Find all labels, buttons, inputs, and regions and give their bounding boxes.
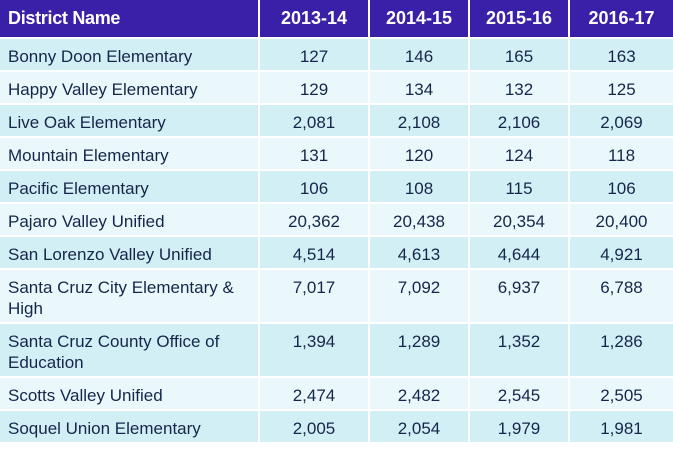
district-name-cell: Pajaro Valley Unified [0,202,260,236]
district-name-cell: Bonny Doon Elementary [0,37,260,71]
value-cell: 2,545 [469,376,570,410]
value-cell: 1,289 [369,322,470,377]
value-cell: 2,106 [469,103,570,137]
district-name-cell: Live Oak Elementary [0,103,260,137]
district-name-cell: Santa Cruz County Office of Education [0,322,260,377]
value-cell: 2,482 [369,376,470,410]
table-row: Live Oak Elementary 2,081 2,108 2,106 2,… [0,103,673,137]
header-row: District Name 2013-14 2014-15 2015-16 20… [0,0,673,38]
value-cell: 106 [259,169,370,203]
value-cell: 129 [259,70,370,104]
header-district-name: District Name [0,0,260,38]
value-cell: 20,354 [469,202,570,236]
value-cell: 125 [569,70,673,104]
table-row: Pajaro Valley Unified 20,362 20,438 20,3… [0,202,673,236]
table-row: Santa Cruz County Office of Education 1,… [0,322,673,377]
value-cell: 20,438 [369,202,470,236]
district-name-cell: Scotts Valley Unified [0,376,260,410]
value-cell: 2,069 [569,103,673,137]
value-cell: 120 [369,136,470,170]
table-body: Bonny Doon Elementary 127 146 165 163 Ha… [0,37,673,442]
district-name-cell: Pacific Elementary [0,169,260,203]
value-cell: 2,474 [259,376,370,410]
value-cell: 1,286 [569,322,673,377]
district-name-cell: Santa Cruz City Elementary & High [0,268,260,323]
value-cell: 134 [369,70,470,104]
header-2014-15: 2014-15 [369,0,470,38]
value-cell: 163 [569,37,673,71]
value-cell: 127 [259,37,370,71]
table-row: Pacific Elementary 106 108 115 106 [0,169,673,203]
value-cell: 7,092 [369,268,470,323]
value-cell: 7,017 [259,268,370,323]
enrollment-table: District Name 2013-14 2014-15 2015-16 20… [0,0,673,442]
header-2016-17: 2016-17 [569,0,673,38]
value-cell: 106 [569,169,673,203]
value-cell: 1,394 [259,322,370,377]
table-row: Soquel Union Elementary 2,005 2,054 1,97… [0,409,673,442]
value-cell: 118 [569,136,673,170]
table-row: Mountain Elementary 131 120 124 118 [0,136,673,170]
district-name-cell: Soquel Union Elementary [0,409,260,442]
value-cell: 146 [369,37,470,71]
value-cell: 1,979 [469,409,570,442]
value-cell: 131 [259,136,370,170]
table-row: Scotts Valley Unified 2,474 2,482 2,545 … [0,376,673,410]
value-cell: 4,613 [369,235,470,269]
value-cell: 115 [469,169,570,203]
district-name-cell: Happy Valley Elementary [0,70,260,104]
value-cell: 4,644 [469,235,570,269]
value-cell: 6,937 [469,268,570,323]
value-cell: 1,352 [469,322,570,377]
value-cell: 108 [369,169,470,203]
table-row: Bonny Doon Elementary 127 146 165 163 [0,37,673,71]
value-cell: 2,081 [259,103,370,137]
value-cell: 4,514 [259,235,370,269]
header-2013-14: 2013-14 [259,0,370,38]
value-cell: 6,788 [569,268,673,323]
table-row: Happy Valley Elementary 129 134 132 125 [0,70,673,104]
value-cell: 124 [469,136,570,170]
header-2015-16: 2015-16 [469,0,570,38]
value-cell: 20,400 [569,202,673,236]
district-name-cell: San Lorenzo Valley Unified [0,235,260,269]
table-header: District Name 2013-14 2014-15 2015-16 20… [0,0,673,38]
value-cell: 2,505 [569,376,673,410]
table-row: Santa Cruz City Elementary & High 7,017 … [0,268,673,323]
value-cell: 2,054 [369,409,470,442]
value-cell: 4,921 [569,235,673,269]
value-cell: 132 [469,70,570,104]
value-cell: 165 [469,37,570,71]
table-row: San Lorenzo Valley Unified 4,514 4,613 4… [0,235,673,269]
value-cell: 2,108 [369,103,470,137]
value-cell: 2,005 [259,409,370,442]
district-name-cell: Mountain Elementary [0,136,260,170]
value-cell: 1,981 [569,409,673,442]
value-cell: 20,362 [259,202,370,236]
